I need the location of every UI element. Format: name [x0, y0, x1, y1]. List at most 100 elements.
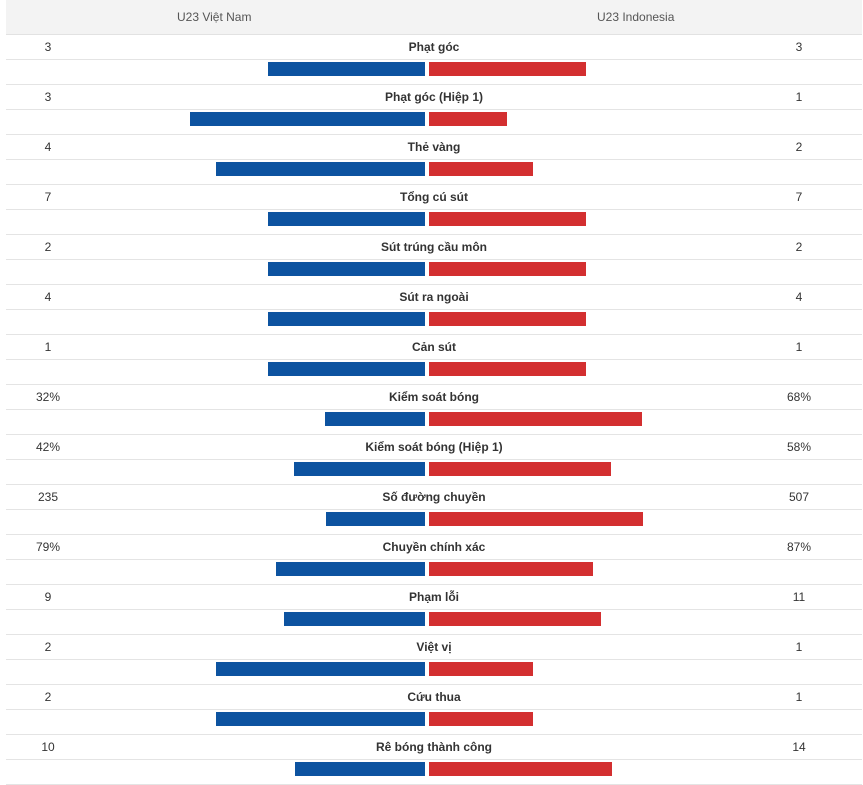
away-bar [429, 312, 586, 326]
away-value: 87% [786, 540, 812, 554]
stat-name: Việt vị [416, 640, 452, 654]
stat-bar-row [6, 260, 862, 285]
away-value: 14 [792, 740, 806, 754]
home-bar [325, 412, 425, 426]
away-value: 11 [792, 590, 806, 604]
home-bar [216, 712, 425, 726]
stat-bar-row [6, 410, 862, 435]
stat-row: 1 Cản sút 1 [6, 335, 862, 385]
home-bar [216, 662, 425, 676]
away-bar [429, 212, 586, 226]
stat-label-row: 10 Rê bóng thành công 14 [6, 735, 862, 760]
home-bar [268, 62, 425, 76]
stat-row: 3 Phạt góc (Hiệp 1) 1 [6, 85, 862, 135]
stat-label-row: 1 Cản sút 1 [6, 335, 862, 360]
stat-label-row: 2 Sút trúng cầu môn 2 [6, 235, 862, 260]
stat-bar-row [6, 60, 862, 85]
stats-header: U23 Việt Nam U23 Indonesia [6, 0, 862, 35]
away-value: 1 [795, 340, 803, 354]
away-value: 7 [795, 190, 803, 204]
home-value: 4 [44, 290, 52, 304]
home-value: 9 [44, 590, 52, 604]
stat-label-row: 3 Phạt góc 3 [6, 35, 862, 60]
stat-row: 32% Kiểm soát bóng 68% [6, 385, 862, 435]
away-bar [429, 262, 586, 276]
away-value: 4 [795, 290, 803, 304]
stat-label-row: 42% Kiểm soát bóng (Hiệp 1) 58% [6, 435, 862, 460]
away-bar [429, 162, 533, 176]
away-bar [429, 112, 507, 126]
home-team-name: U23 Việt Nam [177, 10, 252, 24]
stat-row: 42% Kiểm soát bóng (Hiệp 1) 58% [6, 435, 862, 485]
home-value: 1 [44, 340, 52, 354]
away-value: 507 [788, 490, 810, 504]
stat-name: Cứu thua [407, 690, 461, 704]
away-value: 3 [795, 40, 803, 54]
home-bar [326, 512, 425, 526]
stat-name: Phạt góc (Hiệp 1) [384, 90, 483, 104]
stat-label-row: 9 Phạm lỗi 11 [6, 585, 862, 610]
home-bar [268, 312, 425, 326]
stat-row: 4 Sút ra ngoài 4 [6, 285, 862, 335]
stat-row: 2 Việt vị 1 [6, 635, 862, 685]
stat-label-row: 79% Chuyền chính xác 87% [6, 535, 862, 560]
stat-label-row: 2 Cứu thua 1 [6, 685, 862, 710]
home-value: 2 [44, 240, 52, 254]
home-value: 2 [44, 690, 52, 704]
stat-bar-row [6, 760, 862, 785]
away-bar [429, 762, 612, 776]
stat-bar-row [6, 310, 862, 335]
away-bar [429, 62, 586, 76]
stat-label-row: 32% Kiểm soát bóng 68% [6, 385, 862, 410]
away-bar [429, 512, 643, 526]
stats-comparison-chart: 3 Phạt góc 3 3 Phạt góc (Hiệp 1) 1 4 Thẻ vàng 2 7… [6, 35, 862, 785]
home-value: 235 [37, 490, 59, 504]
home-bar [284, 612, 425, 626]
home-value: 42% [35, 440, 61, 454]
stat-name: Phạt góc [408, 40, 460, 54]
stat-row: 79% Chuyền chính xác 87% [6, 535, 862, 585]
stat-bar-row [6, 660, 862, 685]
home-bar [294, 462, 425, 476]
stat-name: Chuyền chính xác [382, 540, 486, 554]
stat-bar-row [6, 460, 862, 485]
away-bar [429, 412, 642, 426]
away-bar [429, 562, 593, 576]
stat-row: 4 Thẻ vàng 2 [6, 135, 862, 185]
away-bar [429, 712, 533, 726]
home-bar [276, 562, 425, 576]
stat-label-row: 7 Tổng cú sút 7 [6, 185, 862, 210]
home-value: 3 [44, 90, 52, 104]
home-value: 79% [35, 540, 61, 554]
stat-row: 2 Sút trúng cầu môn 2 [6, 235, 862, 285]
stat-bar-row [6, 710, 862, 735]
home-value: 3 [44, 40, 52, 54]
home-value: 2 [44, 640, 52, 654]
stat-name: Cản sút [411, 340, 456, 354]
stat-bar-row [6, 210, 862, 235]
stat-label-row: 235 Số đường chuyền 507 [6, 485, 862, 510]
stat-row: 9 Phạm lỗi 11 [6, 585, 862, 635]
stat-row: 10 Rê bóng thành công 14 [6, 735, 862, 785]
home-value: 7 [44, 190, 52, 204]
home-bar [216, 162, 425, 176]
away-bar [429, 662, 533, 676]
stat-label-row: 3 Phạt góc (Hiệp 1) 1 [6, 85, 862, 110]
away-value: 1 [795, 640, 803, 654]
away-team-name: U23 Indonesia [597, 10, 675, 24]
away-value: 58% [786, 440, 812, 454]
stat-bar-row [6, 110, 862, 135]
stat-name: Kiểm soát bóng [388, 390, 479, 404]
away-bar [429, 362, 586, 376]
stat-row: 235 Số đường chuyền 507 [6, 485, 862, 535]
stat-bar-row [6, 360, 862, 385]
away-value: 68% [786, 390, 812, 404]
stat-bar-row [6, 510, 862, 535]
stat-label-row: 4 Thẻ vàng 2 [6, 135, 862, 160]
home-bar [268, 212, 425, 226]
home-value: 4 [44, 140, 52, 154]
stat-bar-row [6, 160, 862, 185]
stat-name: Tổng cú sút [400, 190, 468, 204]
stat-label-row: 4 Sút ra ngoài 4 [6, 285, 862, 310]
stat-row: 7 Tổng cú sút 7 [6, 185, 862, 235]
